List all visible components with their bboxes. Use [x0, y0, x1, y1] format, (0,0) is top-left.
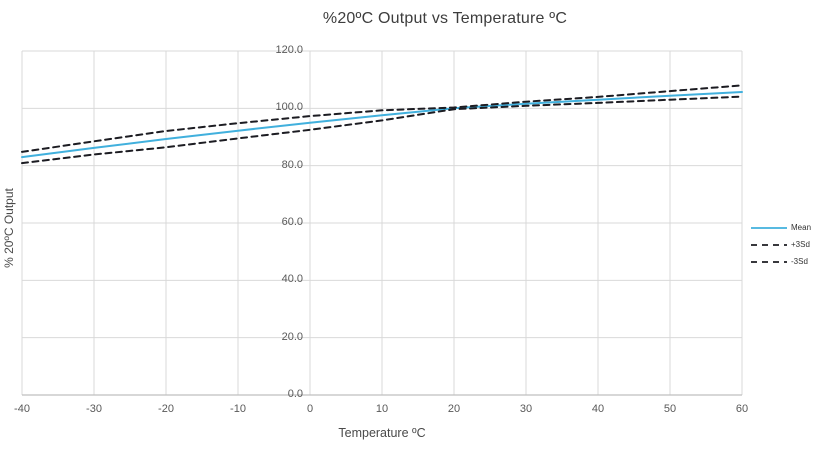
- minus3sd-line-swatch: [751, 260, 787, 263]
- x-tick-label: 50: [663, 403, 677, 415]
- plus3sd-line-swatch: [751, 243, 787, 246]
- y-tick-label: 60.0: [281, 216, 303, 228]
- legend-label-plus3sd: +3Sd: [791, 240, 810, 249]
- x-tick-label: 40: [591, 403, 605, 415]
- legend: Mean +3Sd -3Sd: [750, 219, 811, 270]
- x-axis-title: Temperature ºC: [338, 426, 426, 440]
- legend-item-minus3sd: -3Sd: [750, 253, 811, 270]
- series-line-+3Sd: [21, 84, 743, 153]
- series-line--3Sd: [21, 95, 743, 165]
- y-tick-label: 0.0: [287, 388, 303, 400]
- legend-label-mean: Mean: [791, 223, 812, 232]
- legend-item-plus3sd: +3Sd: [750, 236, 811, 253]
- y-tick-label: 100.0: [275, 101, 303, 114]
- y-axis-title: % 20ºC Output: [2, 188, 16, 268]
- legend-item-mean: Mean: [750, 219, 811, 236]
- x-tick-label: -30: [86, 403, 102, 415]
- x-tick-label: 30: [519, 403, 533, 415]
- series-line-Mean: [21, 91, 743, 159]
- y-tick-label: 40.0: [281, 273, 303, 286]
- y-tick-label: 20.0: [281, 330, 303, 343]
- x-tick-label: 10: [375, 403, 389, 415]
- chart-title: %20ºC Output vs Temperature ºC: [322, 10, 568, 27]
- y-axis-tick-labels: 0.0 20.0 40.0 60.0 80.0 100.0 120.0: [0, 0, 310, 455]
- legend-label-minus3sd: -3Sd: [791, 257, 808, 266]
- x-tick-label: 0: [306, 403, 314, 415]
- y-tick-label: 120.0: [275, 44, 303, 56]
- x-tick-label: 20: [447, 403, 461, 415]
- x-axis-tick-labels: -40 -30 -20 -10 0 10 20 30 40 50 60: [0, 403, 814, 419]
- x-tick-label: 60: [735, 403, 749, 415]
- x-tick-label: -40: [14, 403, 30, 415]
- mean-line-swatch: [751, 226, 787, 229]
- x-tick-label: -20: [158, 403, 174, 415]
- x-tick-label: -10: [230, 403, 246, 415]
- y-tick-label: 80.0: [281, 158, 303, 171]
